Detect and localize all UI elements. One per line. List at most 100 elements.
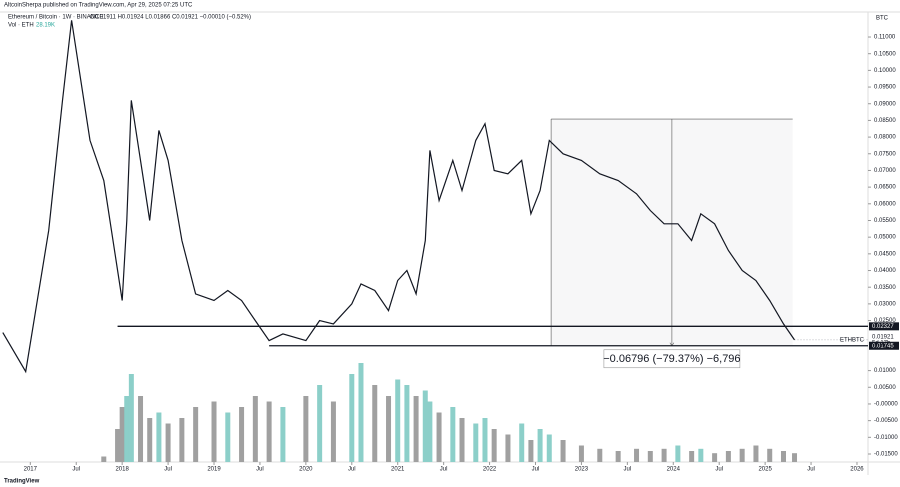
y-tick-label: 0.04500	[874, 251, 896, 257]
y-tick-label: -0.00500	[874, 418, 898, 424]
last-price: 0.01921	[872, 334, 894, 340]
volume-bar	[165, 423, 171, 462]
x-tick-label: 2024	[667, 467, 681, 473]
x-tick-label: 2020	[299, 467, 313, 473]
logo: TradingView	[4, 479, 40, 485]
x-tick-label: 2026	[850, 467, 864, 473]
volume-bar	[615, 451, 621, 462]
y-tick-label: 0.07500	[874, 151, 896, 157]
x-tick-label: 2023	[575, 467, 589, 473]
volume-bar	[330, 401, 336, 462]
volume-bar	[739, 448, 745, 462]
volume-bar	[317, 385, 323, 462]
y-tick-label: 0.00500	[874, 385, 896, 391]
volume-bar	[537, 429, 543, 462]
volume-bar	[211, 401, 217, 462]
volume-bar	[634, 448, 640, 462]
volume-bar	[115, 429, 121, 462]
volume-bar	[193, 407, 199, 462]
volume-bar	[138, 396, 144, 462]
volume-bar	[422, 390, 428, 462]
volume-bar	[546, 434, 552, 462]
symbol: Ethereum / Bitcoin · 1W · BINANCE	[8, 15, 103, 21]
x-tick-label: 2017	[24, 467, 38, 473]
volume-bar	[436, 412, 442, 462]
volume-bar	[404, 385, 410, 462]
volume-bar	[725, 451, 731, 462]
y-tick-label: 0.10500	[874, 51, 896, 57]
volume-bar	[528, 440, 534, 462]
volume-label: Vol · ETH	[8, 23, 34, 29]
y-tick-label: 0.10000	[874, 68, 896, 74]
volume-bar	[560, 440, 566, 462]
volume-bar	[459, 418, 465, 462]
y-tick-label: 0.08500	[874, 118, 896, 124]
price-line	[2, 20, 795, 374]
countdown: 5d 17h	[872, 340, 890, 346]
y-tick-label: 0.05500	[874, 218, 896, 224]
volume-bar	[767, 448, 773, 462]
volume-bar	[450, 407, 456, 462]
level-label: 0.01745	[872, 343, 894, 349]
last-symbol: ETHBTC	[840, 337, 865, 343]
volume-bar	[413, 396, 419, 462]
y-tick-label: 0.09500	[874, 85, 896, 91]
y-tick-label: -0.01000	[874, 435, 898, 441]
volume-bar	[647, 451, 653, 462]
volume-bar	[239, 407, 245, 462]
y-tick-label: 0.04000	[874, 268, 896, 274]
ohlc: O0.01911 H0.01924 L0.01866 C0.01921 −0.0…	[90, 15, 251, 21]
volume-bar	[505, 434, 511, 462]
volume-bar	[780, 451, 786, 462]
y-tick-label: 0.06000	[874, 201, 896, 207]
volume-bar	[473, 423, 479, 462]
x-tick-label: 2022	[483, 467, 497, 473]
volume-bar	[519, 423, 525, 462]
measure-label: −0.06796 (−79.37%) −6,796	[603, 353, 740, 365]
volume-bar	[119, 407, 125, 462]
volume-bar	[349, 374, 355, 462]
y-tick-label: 0.08000	[874, 135, 896, 141]
volume-bar	[252, 396, 258, 462]
published: AltcoinSherpa published on TradingView.c…	[4, 3, 193, 9]
volume-bar	[358, 363, 364, 462]
volume-bar	[179, 418, 185, 462]
y-tick-label: 0.06500	[874, 185, 896, 191]
y-tick-label: 0.01000	[874, 368, 896, 374]
level-tag	[869, 322, 899, 331]
x-tick-label: Jul	[807, 467, 815, 473]
volume-bar	[753, 445, 759, 462]
volume-bar	[303, 396, 309, 462]
x-tick-label: 2021	[391, 467, 405, 473]
x-tick-label: 2019	[207, 467, 221, 473]
volume-bar	[792, 453, 798, 462]
y-tick-label: 0.11000	[874, 35, 896, 41]
level-label: 0.02327	[872, 324, 894, 330]
y-tick-label: -0.01500	[874, 452, 898, 458]
volume-bar	[578, 445, 584, 462]
y-tick-label: 0.09000	[874, 101, 896, 107]
x-tick-label: Jul	[715, 467, 723, 473]
y-tick-label: 0.03000	[874, 301, 896, 307]
level-tag	[869, 341, 899, 350]
volume-bar	[395, 379, 401, 462]
axis-unit: BTC	[876, 16, 889, 22]
x-tick-label: Jul	[532, 467, 540, 473]
volume-bar	[597, 448, 603, 462]
x-tick-label: Jul	[164, 467, 172, 473]
volume-bar	[372, 385, 378, 462]
x-tick-label: Jul	[256, 467, 264, 473]
x-tick-label: Jul	[624, 467, 632, 473]
volume-bar	[712, 453, 718, 462]
volume-bar	[482, 418, 488, 462]
volume-bar	[156, 412, 162, 462]
x-tick-label: 2018	[115, 467, 129, 473]
x-tick-label: Jul	[440, 467, 448, 473]
volume-value: 28.19K	[36, 23, 55, 29]
volume-bar	[128, 374, 134, 462]
y-tick-label: 0.07000	[874, 168, 896, 174]
y-tick-label: 0.02500	[874, 318, 896, 324]
volume-bar	[386, 396, 392, 462]
volume-bar	[491, 429, 497, 462]
volume-bar	[280, 407, 286, 462]
